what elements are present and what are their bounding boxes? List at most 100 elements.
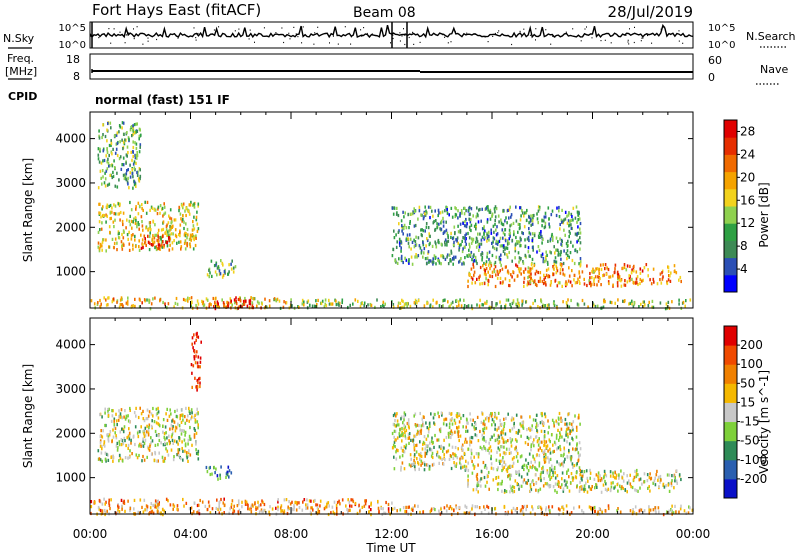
range-cell — [413, 455, 416, 459]
range-cell — [682, 300, 685, 304]
range-cell — [592, 267, 594, 271]
range-cell — [609, 300, 612, 304]
range-cell — [128, 437, 131, 441]
range-cell — [598, 271, 600, 276]
range-cell — [185, 232, 187, 236]
range-cell — [195, 440, 197, 444]
range-cell — [441, 254, 444, 258]
range-cell — [683, 509, 686, 513]
range-cell — [600, 267, 603, 272]
range-cell — [473, 224, 476, 228]
range-cell — [295, 508, 298, 512]
range-cell — [431, 209, 433, 213]
range-cell — [545, 273, 548, 277]
range-cell — [377, 499, 379, 504]
range-cell — [377, 506, 380, 510]
range-cell — [408, 258, 410, 262]
range-cell — [578, 210, 580, 214]
range-cell — [141, 220, 143, 224]
range-cell — [183, 241, 186, 245]
range-cell — [502, 456, 504, 460]
range-cell — [436, 222, 438, 226]
range-cell — [196, 222, 199, 226]
range-cell — [324, 298, 327, 302]
range-cell — [558, 209, 560, 213]
range-cell — [122, 147, 124, 151]
range-cell — [579, 468, 581, 473]
range-cell — [191, 300, 193, 304]
range-cell — [237, 510, 240, 514]
range-cell — [368, 505, 370, 509]
range-cell — [174, 301, 177, 305]
range-cell — [126, 145, 129, 149]
range-cell — [540, 471, 543, 475]
range-cell — [187, 296, 189, 300]
range-cell — [486, 251, 489, 255]
range-cell — [116, 141, 119, 146]
range-cell — [516, 240, 518, 244]
range-cell — [191, 411, 193, 415]
range-cell — [107, 410, 109, 414]
range-cell — [317, 507, 319, 512]
range-cell — [117, 418, 120, 422]
range-cell — [426, 463, 429, 467]
range-cell — [528, 231, 531, 235]
range-cell — [347, 498, 349, 502]
range-cell — [116, 423, 118, 427]
range-cell — [135, 218, 137, 223]
range-cell — [126, 300, 129, 304]
range-cell — [577, 303, 580, 307]
range-cell — [467, 481, 469, 485]
range-cell — [440, 242, 443, 246]
range-cell — [494, 260, 497, 265]
range-cell — [448, 457, 451, 461]
range-cell — [121, 416, 123, 420]
range-cell — [670, 509, 673, 513]
range-cell — [191, 336, 194, 340]
range-cell — [384, 511, 387, 515]
range-cell — [143, 429, 145, 433]
range-cell — [544, 415, 547, 419]
range-cell — [448, 425, 451, 430]
range-cell — [387, 509, 390, 513]
range-cell — [104, 177, 107, 181]
range-cell — [148, 248, 151, 252]
range-cell — [428, 232, 430, 236]
range-cell — [167, 230, 169, 234]
range-cell — [209, 465, 211, 470]
range-cell — [629, 473, 631, 477]
range-cell — [648, 508, 650, 512]
range-cell — [546, 303, 549, 307]
range-cell — [460, 209, 463, 213]
range-cell — [444, 238, 447, 242]
range-cell — [116, 131, 119, 135]
range-cell — [209, 472, 212, 477]
range-cell — [485, 439, 487, 444]
range-cell — [516, 507, 518, 511]
range-cell — [468, 225, 471, 229]
range-cell — [220, 465, 222, 469]
range-cell — [617, 298, 619, 302]
range-cell — [547, 206, 550, 210]
range-cell — [544, 221, 547, 225]
range-cell — [470, 456, 472, 460]
range-cell — [205, 297, 208, 301]
range-cell — [275, 298, 277, 302]
range-cell — [132, 150, 134, 154]
range-cell — [429, 447, 431, 451]
range-cell — [141, 238, 144, 242]
range-cell — [427, 444, 430, 448]
range-cell — [173, 439, 176, 443]
range-cell — [421, 417, 424, 421]
colorbar-tick-label: 50 — [740, 376, 755, 390]
range-cell — [493, 268, 495, 272]
range-cell — [161, 508, 164, 512]
range-cell — [536, 453, 538, 457]
range-cell — [489, 437, 492, 442]
range-cell — [535, 481, 537, 485]
range-cell — [479, 429, 481, 434]
range-cell — [532, 418, 535, 422]
range-cell — [409, 237, 412, 241]
range-cell — [510, 215, 512, 219]
range-cell — [194, 243, 197, 248]
